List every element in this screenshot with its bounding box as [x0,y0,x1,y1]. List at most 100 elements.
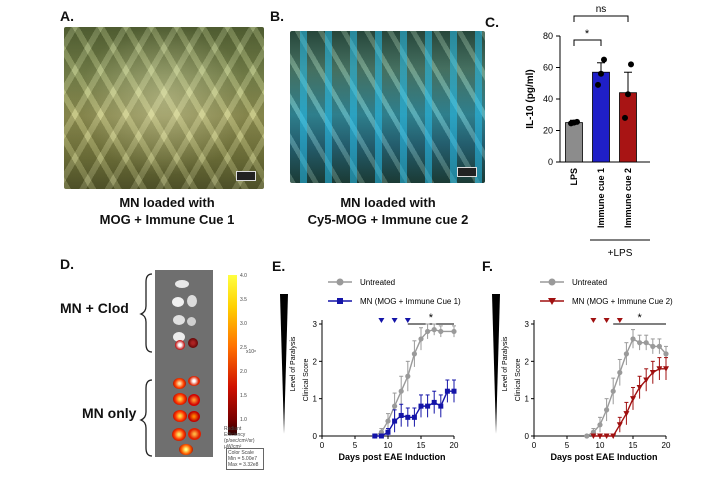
data-point [623,351,629,357]
signal-spot [187,317,196,326]
data-point [398,388,404,394]
y-tick-label: 80 [543,31,553,41]
data-point [438,328,444,335]
bracket-clod [139,273,153,353]
y-axis-label: Clinical Score [303,358,310,401]
colorbar-tick: 1.0 [240,417,247,423]
data-point [574,118,580,125]
data-point [425,403,431,409]
data-point [649,370,656,376]
data-point [405,414,411,420]
x-tick-label: 10 [596,441,605,450]
treatment-marker [590,318,597,323]
data-point [650,343,656,349]
group-label-mn-clod: MN + Clod [60,300,129,316]
color-scale-ticks: 4.0 3.5 3.0 2.5 2.0 1.5 1.0 x10⁸ [240,273,262,438]
data-point [595,81,601,88]
legend-label: Untreated [360,278,395,287]
x-tick-label: 0 [532,441,537,450]
signal-spot [175,340,185,350]
treatment-marker [404,318,411,323]
colorbar-tick: 4.0 [240,273,247,279]
y-tick-label: 0 [313,432,318,441]
x-tick-label: 20 [450,441,459,450]
y-tick-label: 0 [525,432,530,441]
data-point [616,422,623,428]
colorbar-tick: 3.5 [240,297,247,303]
chart-e: Level of Paralysis 0 1 2 3 0 5 10 15 20 Clinical S… [280,278,461,462]
paralysis-wedge [280,294,288,434]
data-point [385,418,391,424]
panel-a-caption: MN loaded with MOG + Immune Cue 1 [52,194,282,228]
treatment-marker [378,318,385,323]
y-tick-label: 20 [543,126,553,136]
treatment-marker [616,318,623,323]
colorbar-exponent: x10⁸ [246,349,257,355]
caption-line-1: MN loaded with [119,195,215,210]
bar [619,92,637,163]
radiant-label-line: Radiant Efficiency [224,426,246,438]
signal-spot [188,428,201,440]
chart-c: 0 20 40 60 80 IL-10 (pg/ml) LPS Immune cue 1 Imm… [525,4,650,259]
signal-spot [172,297,184,307]
legend-label: Untreated [572,278,607,287]
panel-f-label: F. [482,258,493,274]
data-point [643,340,649,346]
paralysis-label: Level of Paralysis [290,336,297,391]
signal-spot [188,376,200,386]
colorbar-tick: 2.5 [240,345,247,351]
x-tick-label: 15 [629,441,638,450]
microneedle-photo-b [290,31,485,183]
y-tick-label: 60 [543,63,553,73]
treatment-marker [391,318,398,323]
x-tick-label: 5 [565,441,570,450]
legend-marker [336,278,344,286]
caption-line-1: MN loaded with [340,195,436,210]
radiant-label-line: (p/sec/cm²/sr) [224,438,255,444]
group-brackets [139,273,153,457]
y-tick-label: 1 [313,395,318,404]
data-point [385,429,391,435]
data-point [597,422,603,428]
data-point [643,377,650,383]
y-tick-label: 0 [548,157,553,167]
x-tick-label: 10 [384,441,393,450]
x-tick-label: LPS [569,168,579,186]
signal-spot [187,295,197,307]
y-tick-label: 40 [543,94,553,104]
signal-spot [188,394,200,406]
microneedle-photo-a [64,27,264,189]
data-point [663,366,669,372]
data-point [418,336,424,342]
legend-marker [548,278,556,286]
legend-label: MN (MOG + Immune Cue 1) [360,297,461,306]
panel-a-label: A. [60,8,74,24]
treatment-marker [603,318,610,323]
data-point [431,399,437,405]
legend-marker [337,298,343,304]
data-point [625,91,631,98]
colorbar-tick: 3.0 [240,321,247,327]
panel-e-label: E. [272,258,286,274]
caption-line-2: Cy5-MOG + Immune cue 2 [307,212,469,227]
signal-spot [173,315,185,325]
group-label: +LPS [608,248,633,259]
signal-spot [188,338,198,348]
paralysis-label: Level of Paralysis [502,336,509,391]
signal-spot [173,332,185,342]
data-point [405,373,411,379]
data-point [628,61,634,68]
x-axis-label: Days post EAE Induction [338,452,445,462]
radiant-label-line: µW/cm² [224,444,242,450]
x-tick-label: 20 [662,441,671,450]
data-point [584,433,590,439]
data-point [663,351,669,357]
data-point [617,369,623,376]
signal-spot [173,410,187,422]
caption-line-2: MOG + Immune Cue 1 [99,212,235,227]
y-tick-label: 3 [525,320,530,329]
paralysis-wedge [492,294,500,434]
scale-info-line: Color Scale [228,450,254,456]
y-axis-label: Clinical Score [515,358,522,401]
panel-b-caption: MN loaded with Cy5-MOG + Immune cue 2 [268,194,508,228]
